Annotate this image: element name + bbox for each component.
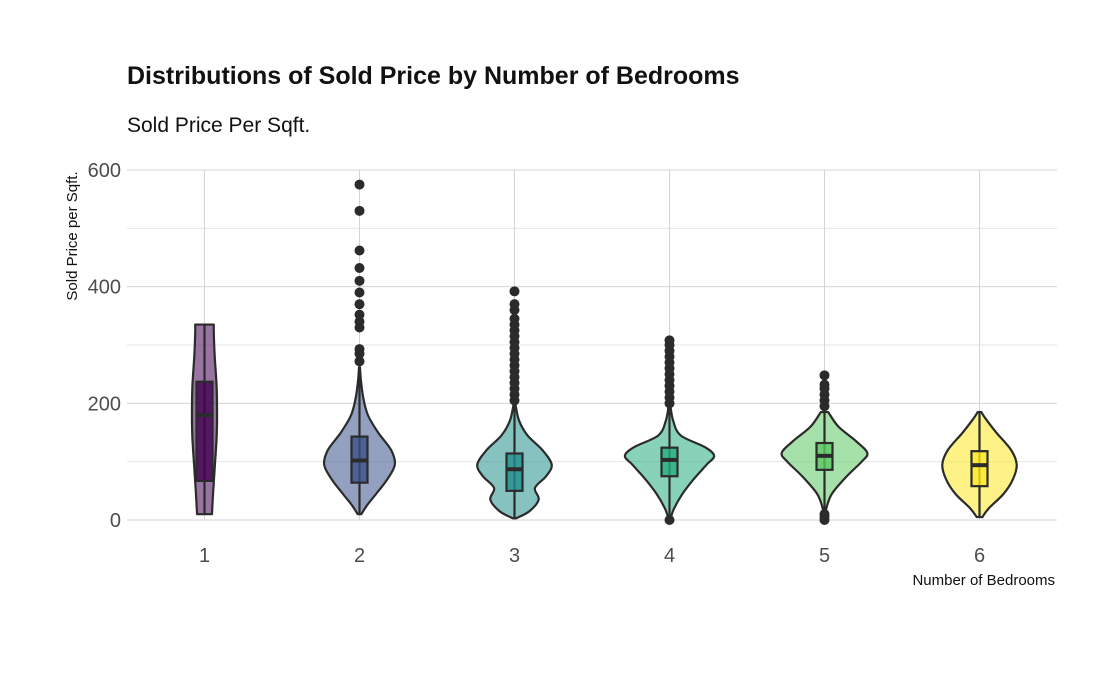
gridlines — [127, 169, 1057, 521]
outlier-point — [664, 335, 675, 346]
y-axis-label: Sold Price per Sqft. — [64, 171, 81, 300]
outlier-point — [354, 344, 365, 355]
outlier-point — [354, 263, 365, 273]
chart-subtitle: Sold Price Per Sqft. — [127, 114, 310, 137]
outlier-point — [819, 370, 830, 381]
violin-group — [476, 286, 553, 520]
x-axis-ticks: 1 2 3 4 5 6 — [199, 545, 985, 567]
outlier-point — [664, 515, 675, 525]
violin-group — [322, 179, 397, 516]
outlier-point — [819, 379, 830, 390]
outlier-point — [354, 179, 365, 190]
x-tick-label: 3 — [509, 545, 520, 567]
outlier-point — [509, 286, 520, 297]
x-tick-label: 4 — [664, 545, 675, 567]
y-tick-label: 0 — [110, 510, 121, 532]
outlier-point — [354, 205, 365, 216]
x-axis-label: Number of Bedrooms — [912, 572, 1055, 589]
violins — [190, 179, 1018, 525]
x-tick-label: 2 — [354, 545, 365, 567]
outlier-point — [354, 356, 365, 367]
x-tick-label: 1 — [199, 545, 210, 567]
outlier-point — [354, 275, 365, 286]
outlier-point — [354, 309, 365, 320]
box — [970, 450, 989, 488]
outlier-point — [509, 313, 520, 324]
x-tick-label: 6 — [974, 545, 985, 567]
y-tick-label: 200 — [88, 393, 121, 415]
violin-group — [190, 323, 219, 516]
box — [505, 452, 524, 492]
box — [660, 446, 679, 478]
x-tick-label: 5 — [819, 545, 830, 567]
y-tick-label: 600 — [88, 160, 121, 182]
outlier-point — [354, 245, 365, 256]
outlier-point — [354, 287, 365, 298]
outlier-point — [509, 299, 520, 310]
violin-group — [780, 370, 869, 525]
outlier-point — [819, 509, 830, 520]
outlier-point — [354, 299, 365, 310]
outlier-point — [354, 316, 365, 327]
chart-title: Distributions of Sold Price by Number of… — [127, 62, 740, 90]
y-axis-ticks: 0 200 400 600 — [88, 160, 121, 532]
y-tick-label: 400 — [88, 277, 121, 299]
violin-group — [941, 410, 1018, 519]
violin-group — [623, 335, 716, 525]
box — [195, 380, 214, 483]
